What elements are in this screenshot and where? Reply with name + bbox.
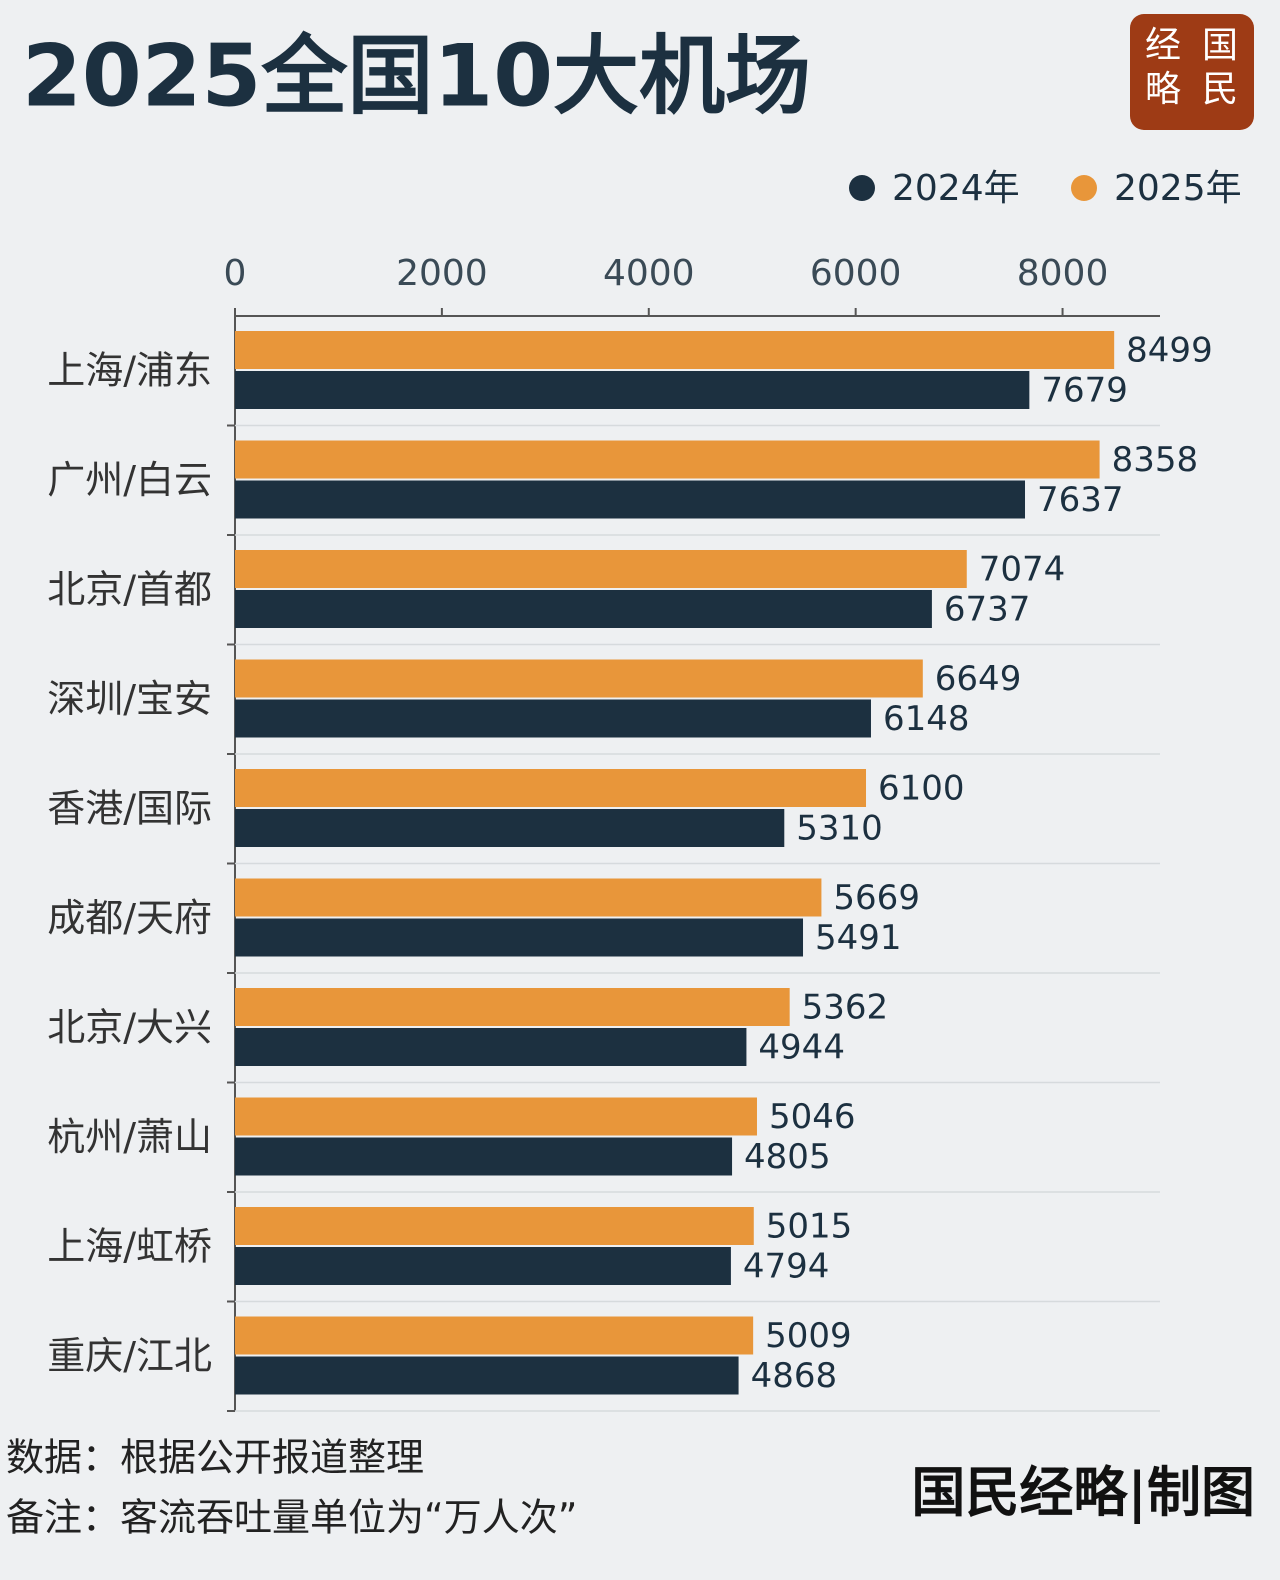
- bar: [235, 590, 932, 628]
- bar: [235, 1207, 754, 1245]
- data-label: 5491: [815, 918, 902, 958]
- bar: [235, 918, 804, 957]
- x-tick-label: 8000: [1017, 253, 1109, 294]
- y-tick-label: 成都/天府: [47, 896, 212, 940]
- logo-box: [1130, 14, 1254, 130]
- data-label: 4868: [751, 1356, 838, 1396]
- bar: [235, 371, 1030, 409]
- data-label: 5046: [769, 1097, 856, 1137]
- y-tick-label: 北京/大兴: [47, 1005, 212, 1049]
- y-tick-label: 上海/虹桥: [47, 1224, 212, 1268]
- bar: [235, 878, 822, 917]
- data-label: 6737: [944, 590, 1031, 630]
- legend-marker: [1071, 175, 1097, 201]
- data-label: 7074: [979, 550, 1066, 590]
- y-tick-label: 深圳/宝安: [47, 677, 212, 721]
- y-tick-label: 上海/浦东: [47, 348, 212, 392]
- bar: [235, 1137, 733, 1176]
- data-label: 4805: [744, 1137, 831, 1177]
- logo-char: 民: [1202, 69, 1238, 110]
- data-label: 8358: [1112, 440, 1199, 480]
- bar: [235, 550, 967, 588]
- y-tick-label: 香港/国际: [47, 786, 212, 830]
- data-label: 5009: [765, 1316, 852, 1356]
- data-label: 4944: [758, 1028, 845, 1068]
- data-label: 6649: [935, 659, 1022, 699]
- data-label: 8499: [1126, 331, 1213, 371]
- bar: [235, 699, 871, 738]
- bar: [235, 331, 1115, 369]
- data-label: 6100: [878, 769, 965, 809]
- data-label: 7637: [1037, 480, 1124, 520]
- chart-title: 2025全国10大机场: [22, 26, 811, 126]
- logo-char: 经: [1145, 25, 1181, 66]
- y-tick-label: 重庆/江北: [47, 1334, 212, 1378]
- x-tick-label: 6000: [810, 253, 902, 294]
- logo-char: 略: [1145, 69, 1181, 110]
- y-tick-label: 杭州/萧山: [47, 1115, 212, 1159]
- bar: [235, 769, 867, 807]
- x-tick-label: 4000: [603, 253, 695, 294]
- bar: [235, 480, 1026, 519]
- bar: [235, 1316, 754, 1355]
- bar: [235, 988, 790, 1026]
- data-label: 6148: [883, 699, 970, 739]
- bar: [235, 1097, 757, 1136]
- data-label: 5362: [802, 988, 889, 1028]
- legend-marker: [849, 175, 875, 201]
- data-label: 5669: [833, 878, 920, 918]
- bar: [235, 809, 785, 847]
- y-tick-label: 北京/首都: [47, 567, 212, 611]
- legend-label: 2025年: [1114, 168, 1242, 209]
- data-label: 4794: [743, 1247, 830, 1287]
- legend-label: 2024年: [892, 168, 1020, 209]
- data-label: 7679: [1041, 371, 1128, 411]
- bar: [235, 659, 923, 698]
- data-label: 5015: [766, 1207, 853, 1247]
- y-tick-label: 广州/白云: [47, 458, 212, 502]
- data-label: 5310: [796, 809, 883, 849]
- x-tick-label: 2000: [396, 253, 488, 294]
- x-tick-label: 0: [224, 253, 247, 294]
- bar: [235, 1247, 731, 1285]
- bar: [235, 440, 1100, 479]
- bar: [235, 1028, 747, 1066]
- bar: [235, 1356, 739, 1395]
- footnote: 数据：根据公开报道整理: [6, 1436, 424, 1480]
- footnote: 备注：客流吞吐量单位为“万人次”: [6, 1496, 577, 1540]
- signature: 国民经略|制图: [911, 1460, 1255, 1525]
- logo-char: 国: [1202, 25, 1238, 66]
